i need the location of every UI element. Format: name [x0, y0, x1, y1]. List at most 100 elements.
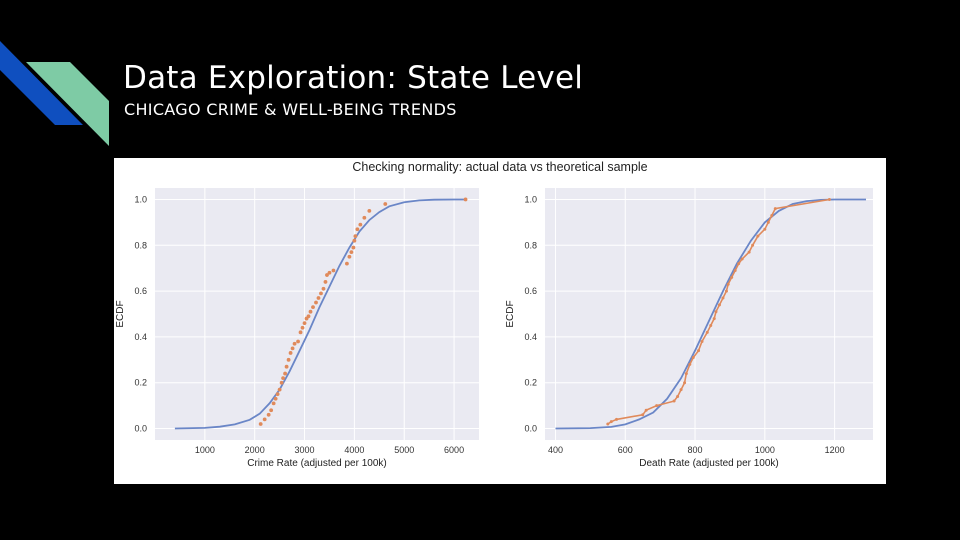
data-point — [308, 309, 313, 314]
y-tick-label: 0.6 — [524, 286, 537, 296]
data-point — [383, 202, 388, 206]
y-tick-label: 1.0 — [134, 194, 147, 204]
x-tick-label: 2000 — [245, 445, 265, 455]
data-point — [284, 364, 289, 369]
blue-accent-shape — [0, 41, 83, 125]
y-tick-label: 0.8 — [134, 240, 147, 250]
data-point — [770, 213, 774, 217]
slide-subtitle: CHICAGO CRIME & WELL-BEING TRENDS — [124, 100, 457, 119]
y-axis-label: ECDF — [505, 300, 516, 327]
data-point — [331, 268, 336, 273]
data-point — [349, 250, 354, 255]
data-point — [737, 262, 741, 266]
data-point — [323, 280, 328, 284]
data-point — [281, 376, 286, 381]
x-tick-label: 4000 — [344, 445, 364, 455]
data-point — [709, 323, 713, 327]
data-point — [463, 197, 468, 202]
theoretical-cdf-line — [555, 198, 866, 430]
data-point — [262, 417, 267, 422]
data-point — [352, 238, 357, 243]
data-point — [327, 270, 332, 275]
plot-area — [545, 188, 873, 440]
data-point — [316, 296, 321, 300]
data-point — [644, 408, 648, 412]
data-point — [730, 275, 734, 279]
data-point — [292, 341, 297, 346]
data-point — [679, 388, 683, 392]
figure-panel: Checking normality: actual data vs theor… — [114, 158, 886, 484]
x-tick-label: 6000 — [444, 445, 464, 455]
data-point — [277, 387, 282, 392]
x-tick-label: 400 — [548, 445, 563, 455]
data-point — [609, 420, 613, 424]
data-point — [717, 303, 721, 307]
ecdf-charts: 1000 2000 3000 4000 5000 6000 0.0 0.2 0.4 0.6 0.8 1… — [115, 188, 873, 469]
x-axis-label: Crime Rate (adjusted per 100k) — [247, 458, 387, 469]
slide-title: Data Exploration: State Level — [123, 60, 584, 96]
data-point — [726, 282, 730, 286]
data-point — [355, 227, 360, 232]
data-point — [275, 392, 280, 397]
y-axis-label: ECDF — [115, 300, 126, 327]
data-point — [288, 351, 293, 355]
data-point — [347, 254, 352, 259]
y-tick-label: 0.0 — [524, 424, 537, 434]
data-point — [641, 413, 645, 417]
data-point — [672, 399, 676, 403]
x-axis-label: Death Rate (adjusted per 100k) — [639, 458, 779, 469]
green-accent-shape — [26, 62, 109, 146]
data-point — [740, 257, 744, 261]
data-point — [721, 296, 725, 300]
data-point — [290, 346, 295, 351]
data-point — [747, 250, 751, 254]
data-point — [321, 286, 326, 291]
data-point — [712, 317, 716, 321]
figure-suptitle: Checking normality: actual data vs theor… — [352, 160, 648, 174]
data-point — [296, 339, 300, 344]
data-point — [353, 234, 358, 239]
data-point — [733, 268, 737, 272]
data-point — [325, 273, 329, 277]
data-point — [273, 396, 278, 401]
x-tick-label: 1000 — [755, 445, 775, 455]
x-tick-label: 1200 — [825, 445, 845, 455]
data-point — [615, 417, 619, 421]
data-point — [655, 404, 659, 408]
data-point — [676, 394, 680, 398]
data-point — [271, 401, 276, 406]
x-tick-label: 600 — [618, 445, 633, 455]
y-tick-label: 0.0 — [134, 424, 147, 434]
theoretical-cdf-line — [174, 198, 467, 430]
data-point — [351, 245, 356, 250]
y-tick-label: 0.4 — [134, 332, 147, 342]
x-tick-label: 800 — [688, 445, 703, 455]
chart-panel-2: 400 600 800 1000 1200 0.0 0.2 0.4 0.6 0.8 1.0 Death… — [505, 188, 873, 469]
data-point — [311, 305, 315, 310]
y-tick-label: 0.6 — [134, 286, 147, 296]
data-point — [298, 330, 303, 335]
data-point — [358, 222, 363, 227]
corner-decoration — [0, 41, 109, 146]
data-point — [283, 371, 287, 376]
data-point — [697, 349, 701, 353]
x-tick-label: 5000 — [394, 445, 414, 455]
data-point — [766, 220, 770, 224]
y-tick-label: 0.2 — [134, 378, 147, 388]
data-point — [751, 243, 755, 247]
data-point — [773, 207, 777, 211]
data-point — [258, 422, 263, 426]
data-point — [756, 234, 760, 238]
data-point — [345, 261, 349, 266]
y-tick-label: 1.0 — [524, 194, 537, 204]
x-tick-label: 3000 — [295, 445, 315, 455]
data-point — [286, 357, 291, 362]
data-point — [306, 314, 311, 319]
data-point — [266, 412, 271, 417]
x-tick-label: 1000 — [195, 445, 215, 455]
data-point — [683, 381, 687, 385]
chart-panel-1: 1000 2000 3000 4000 5000 6000 0.0 0.2 0.4 0.6 0.8 1… — [115, 188, 479, 469]
y-tick-label: 0.4 — [524, 332, 537, 342]
data-point — [269, 408, 274, 413]
data-point — [367, 209, 372, 213]
